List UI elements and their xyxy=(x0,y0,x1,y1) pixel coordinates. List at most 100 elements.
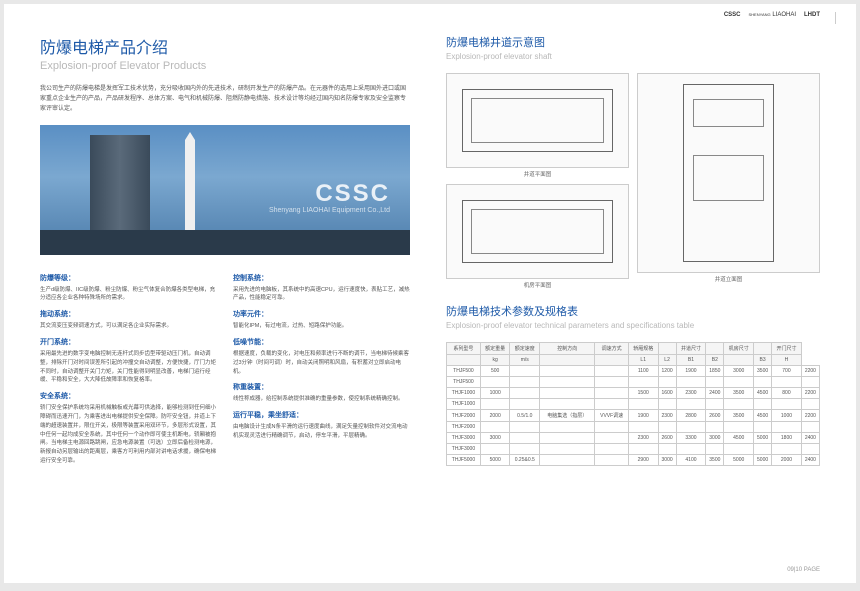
table-cell: 700 xyxy=(772,366,802,377)
table-cell: 1600 xyxy=(658,388,676,399)
table-row: THJF1000 xyxy=(447,399,820,410)
section-body: 其交流变压变频调速方式，可以满足各企业实际需求。 xyxy=(40,322,217,331)
table-row: THJF500500110012001900185030003500700220… xyxy=(447,366,820,377)
table-cell xyxy=(595,433,629,444)
table-header: 额定重量 xyxy=(480,343,510,355)
table-cell: 电脑集选（指层） xyxy=(540,410,595,422)
table-cell xyxy=(540,399,595,410)
table-cell xyxy=(754,399,772,410)
section-title: 功率元件： xyxy=(233,309,410,319)
spec-col-left: 防爆等级：生产d级防爆、IIC级防爆、粉尘防爆、粉尘气体复合防爆各类型电梯，充分… xyxy=(40,267,217,466)
table-cell: 0.5/1.0 xyxy=(510,410,540,422)
table-cell xyxy=(510,399,540,410)
table-cell: THJF1000 xyxy=(447,399,481,410)
intro-paragraph: 我公司生产的防爆电梯是发挥军工技术优势，充分吸收国内外的先进技术，研制开发生产的… xyxy=(40,84,410,115)
table-cell: 1100 xyxy=(628,366,658,377)
table-title-cn: 防爆电梯技术参数及规格表 xyxy=(446,303,820,319)
table-cell xyxy=(658,444,676,455)
table-cell xyxy=(480,377,510,388)
diagram-label-1: 井道平面图 xyxy=(446,170,629,178)
table-cell: 500 xyxy=(480,366,510,377)
table-subheader xyxy=(724,355,754,366)
table-row: THJF300030002300260033003000450050001800… xyxy=(447,433,820,444)
table-header: 轿厢规格 xyxy=(628,343,658,355)
title-cn: 防爆电梯产品介绍 xyxy=(40,34,410,58)
diagram-title-en: Explosion-proof elevator shaft xyxy=(446,52,820,61)
table-cell: 2000 xyxy=(772,455,802,466)
table-cell: 2400 xyxy=(801,433,819,444)
table-header: 井道尺寸 xyxy=(676,343,706,355)
table-cell: 1900 xyxy=(676,366,706,377)
diagram-area: 井道平面图 机房平面图 井道立面图 xyxy=(446,73,820,289)
table-cell xyxy=(595,455,629,466)
table-cell xyxy=(540,433,595,444)
table-subheader: L1 xyxy=(628,355,658,366)
table-cell: 2400 xyxy=(801,455,819,466)
table-cell xyxy=(510,366,540,377)
table-cell: 3000 xyxy=(658,455,676,466)
table-cell xyxy=(510,388,540,399)
table-cell xyxy=(724,377,754,388)
table-cell: THJF5000 xyxy=(447,455,481,466)
table-cell xyxy=(628,444,658,455)
table-cell xyxy=(540,377,595,388)
table-cell xyxy=(540,388,595,399)
table-cell xyxy=(754,377,772,388)
table-subheader: H xyxy=(772,355,802,366)
table-cell xyxy=(628,377,658,388)
table-cell: 4500 xyxy=(724,433,754,444)
section-title: 低噪节能： xyxy=(233,337,410,347)
table-cell xyxy=(595,377,629,388)
section-body: 轿门安全保护系统均采用机械触板或光幕可供选择，能够检测到任何细小障碍而迅速开门，… xyxy=(40,404,217,466)
shaft-section-diagram xyxy=(637,73,820,273)
section-body: 根据速度，负载的变化，对电压和频率进行不断的调节，当电梯待候乘客过3分钟（时间可… xyxy=(233,350,410,376)
table-row: THJF2000 xyxy=(447,422,820,433)
table-cell: 4500 xyxy=(754,410,772,422)
table-cell xyxy=(676,444,706,455)
table-cell: 2300 xyxy=(676,388,706,399)
table-cell xyxy=(595,366,629,377)
table-header: 开门尺寸 xyxy=(772,343,802,355)
section-title: 安全系统： xyxy=(40,391,217,401)
table-cell: 0.25&0.5 xyxy=(510,455,540,466)
table-cell xyxy=(724,444,754,455)
section-title: 拖动系统： xyxy=(40,309,217,319)
table-cell: THJF3000 xyxy=(447,433,481,444)
table-cell xyxy=(801,399,819,410)
table-cell: 5000 xyxy=(480,455,510,466)
table-cell: 2300 xyxy=(628,433,658,444)
table-row: THJF500 xyxy=(447,377,820,388)
table-cell: 2200 xyxy=(801,366,819,377)
table-cell: 800 xyxy=(772,388,802,399)
table-subheader xyxy=(540,355,595,366)
table-cell xyxy=(658,422,676,433)
section-body: 智能化IPM，有过电流，过热、短路保护功能。 xyxy=(233,322,410,331)
table-cell xyxy=(772,377,802,388)
table-cell xyxy=(801,377,819,388)
table-cell: THJF500 xyxy=(447,377,481,388)
diagram-label-2: 机房平面图 xyxy=(446,281,629,289)
table-cell: 3500 xyxy=(754,366,772,377)
table-cell xyxy=(540,455,595,466)
table-cell: 5000 xyxy=(724,455,754,466)
table-cell: 5000 xyxy=(754,433,772,444)
table-cell: 3300 xyxy=(676,433,706,444)
table-subheader xyxy=(447,355,481,366)
table-cell xyxy=(510,422,540,433)
table-cell: 3000 xyxy=(724,366,754,377)
table-cell xyxy=(510,377,540,388)
table-cell xyxy=(628,399,658,410)
table-cell: THJF2000 xyxy=(447,410,481,422)
section-title: 称重装置： xyxy=(233,382,410,392)
table-header: 调速方式 xyxy=(595,343,629,355)
section-body: 采用先进的电脑板，其系统中的高速CPU，运行速度快，表贴工艺，减热产品，性能稳定… xyxy=(233,286,410,304)
spec-table-wrap: 系列型号额定重量额定速度控制方向调速方式轿厢规格井道尺寸机房尺寸开门尺寸kgm/… xyxy=(446,342,820,466)
table-cell xyxy=(595,399,629,410)
table-cell: 1500 xyxy=(628,388,658,399)
table-cell xyxy=(754,422,772,433)
table-row: THJF200020000.5/1.0电脑集选（指层）VVVF调速1900230… xyxy=(447,410,820,422)
right-column: 防爆电梯井道示意图 Explosion-proof elevator shaft… xyxy=(434,4,856,583)
section-title: 控制系统： xyxy=(233,273,410,283)
table-cell: 4100 xyxy=(676,455,706,466)
table-subheader: B3 xyxy=(754,355,772,366)
